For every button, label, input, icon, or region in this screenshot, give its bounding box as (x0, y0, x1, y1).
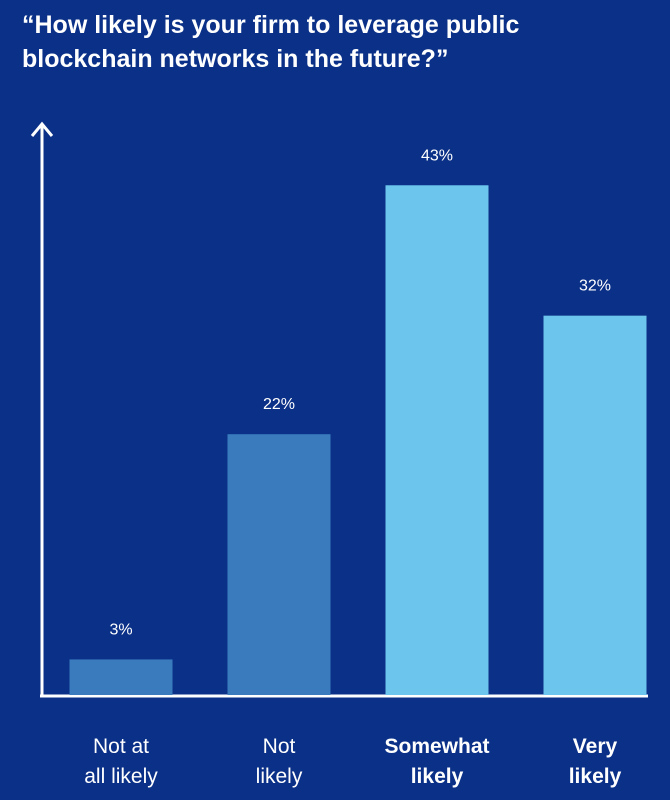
bar (385, 185, 489, 696)
x-tick-label: Somewhat likely (384, 735, 490, 788)
value-label: 43% (421, 147, 453, 164)
x-tick-label: Not likely (255, 735, 303, 788)
value-label: 22% (263, 396, 295, 413)
x-tick-label: Very likely (568, 735, 622, 788)
bar (543, 315, 647, 695)
bar (69, 659, 173, 695)
chart-title: “How likely is your firm to leverage pub… (22, 11, 520, 73)
x-tick-label: Not at all likely (84, 735, 158, 788)
bar (227, 434, 331, 695)
value-label: 32% (579, 278, 611, 295)
value-label: 3% (109, 621, 132, 638)
y-axis-arrow (30, 121, 54, 137)
